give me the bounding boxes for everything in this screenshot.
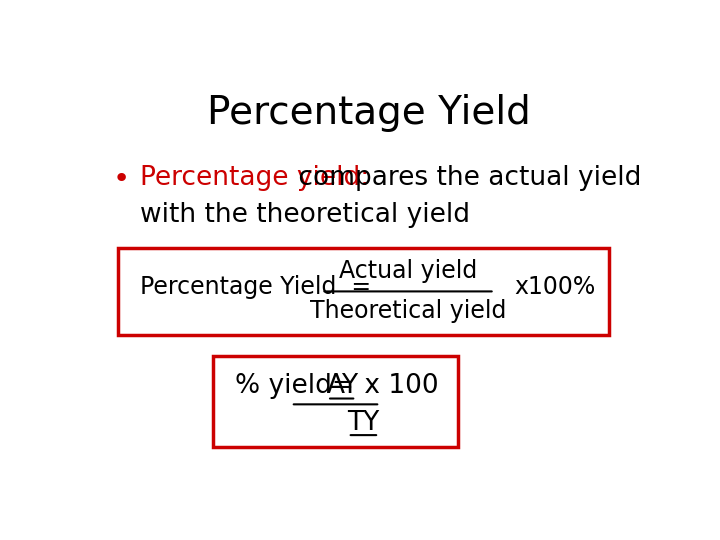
Text: •: •: [112, 165, 130, 193]
Text: Actual yield: Actual yield: [339, 259, 477, 282]
Text: with the theoretical yield: with the theoretical yield: [140, 202, 470, 228]
Text: Percentage yield:: Percentage yield:: [140, 165, 369, 191]
Text: TY: TY: [347, 410, 379, 436]
FancyBboxPatch shape: [118, 248, 609, 335]
Text: % yield=: % yield=: [235, 373, 362, 399]
Text: Percentage Yield: Percentage Yield: [207, 94, 531, 132]
Text: AY: AY: [327, 373, 359, 399]
Text: Theoretical yield: Theoretical yield: [310, 299, 506, 323]
Text: x100%: x100%: [514, 275, 595, 299]
Text: x 100: x 100: [356, 373, 438, 399]
Text: compares the actual yield: compares the actual yield: [289, 165, 641, 191]
FancyBboxPatch shape: [213, 356, 459, 447]
Text: Percentage Yield  =: Percentage Yield =: [140, 275, 372, 299]
